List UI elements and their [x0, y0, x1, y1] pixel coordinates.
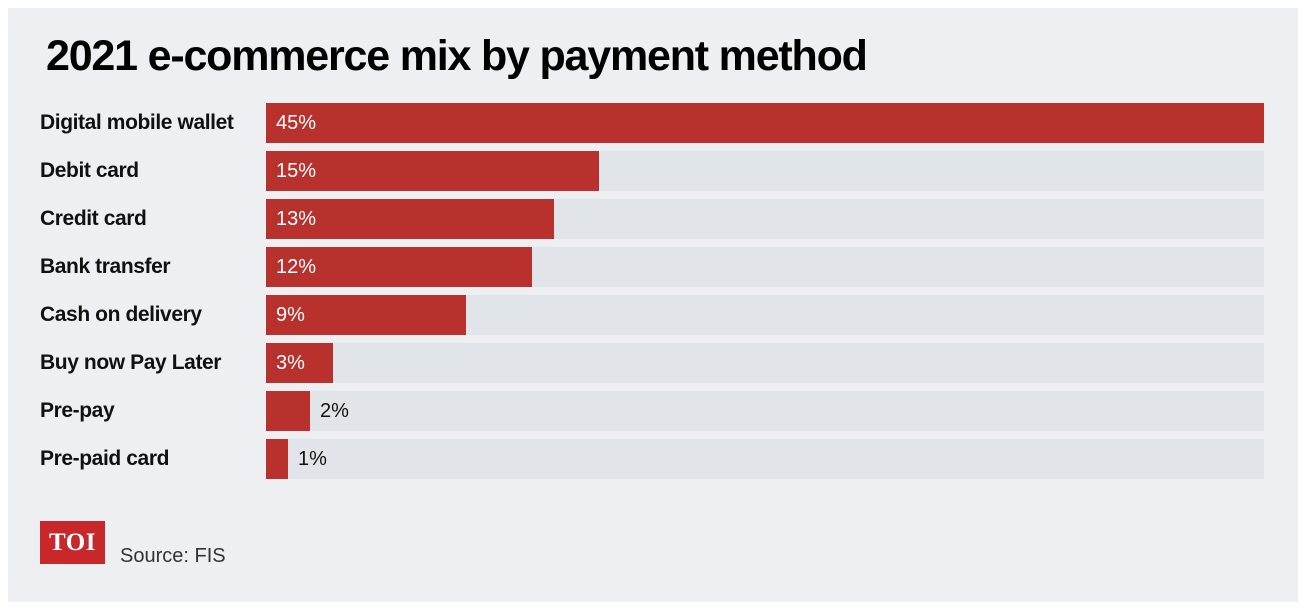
value-label: 3% — [276, 352, 305, 374]
category-label: Cash on delivery — [40, 303, 202, 326]
category-label: Debit card — [40, 159, 139, 182]
toi-logo: TOI — [40, 521, 105, 564]
category-label: Pre-paid card — [40, 447, 170, 470]
category-label: Bank transfer — [40, 255, 171, 278]
value-label: 45% — [276, 112, 317, 134]
bar-track: 2% — [266, 391, 1264, 431]
bar — [266, 343, 333, 383]
value-label: 12% — [276, 256, 317, 278]
value-label: 1% — [298, 448, 327, 470]
bar — [266, 103, 1264, 143]
bar — [266, 295, 466, 335]
chart-card: 2021 e-commerce mix by payment method Di… — [8, 8, 1298, 602]
bar-track: 12% — [266, 247, 1264, 287]
value-label: 13% — [276, 208, 317, 230]
bar — [266, 151, 599, 191]
bar-track: 9% — [266, 295, 1264, 335]
value-label: 9% — [276, 304, 305, 326]
source-note: Source: FIS — [120, 545, 226, 567]
bar-track: 13% — [266, 199, 1264, 239]
category-label: Buy now Pay Later — [40, 351, 222, 374]
value-label: 2% — [320, 400, 349, 422]
bar — [266, 199, 554, 239]
category-label: Digital mobile wallet — [40, 111, 234, 134]
bar-track: 45% — [266, 103, 1264, 143]
bar — [266, 439, 288, 479]
bar-track: 15% — [266, 151, 1264, 191]
chart-title: 2021 e-commerce mix by payment method — [46, 32, 868, 80]
category-label: Credit card — [40, 207, 147, 230]
category-label: Pre-pay — [40, 399, 115, 422]
value-label: 15% — [276, 160, 317, 182]
bar — [266, 247, 532, 287]
bar-track: 3% — [266, 343, 1264, 383]
bar — [266, 391, 310, 431]
bar-track: 1% — [266, 439, 1264, 479]
